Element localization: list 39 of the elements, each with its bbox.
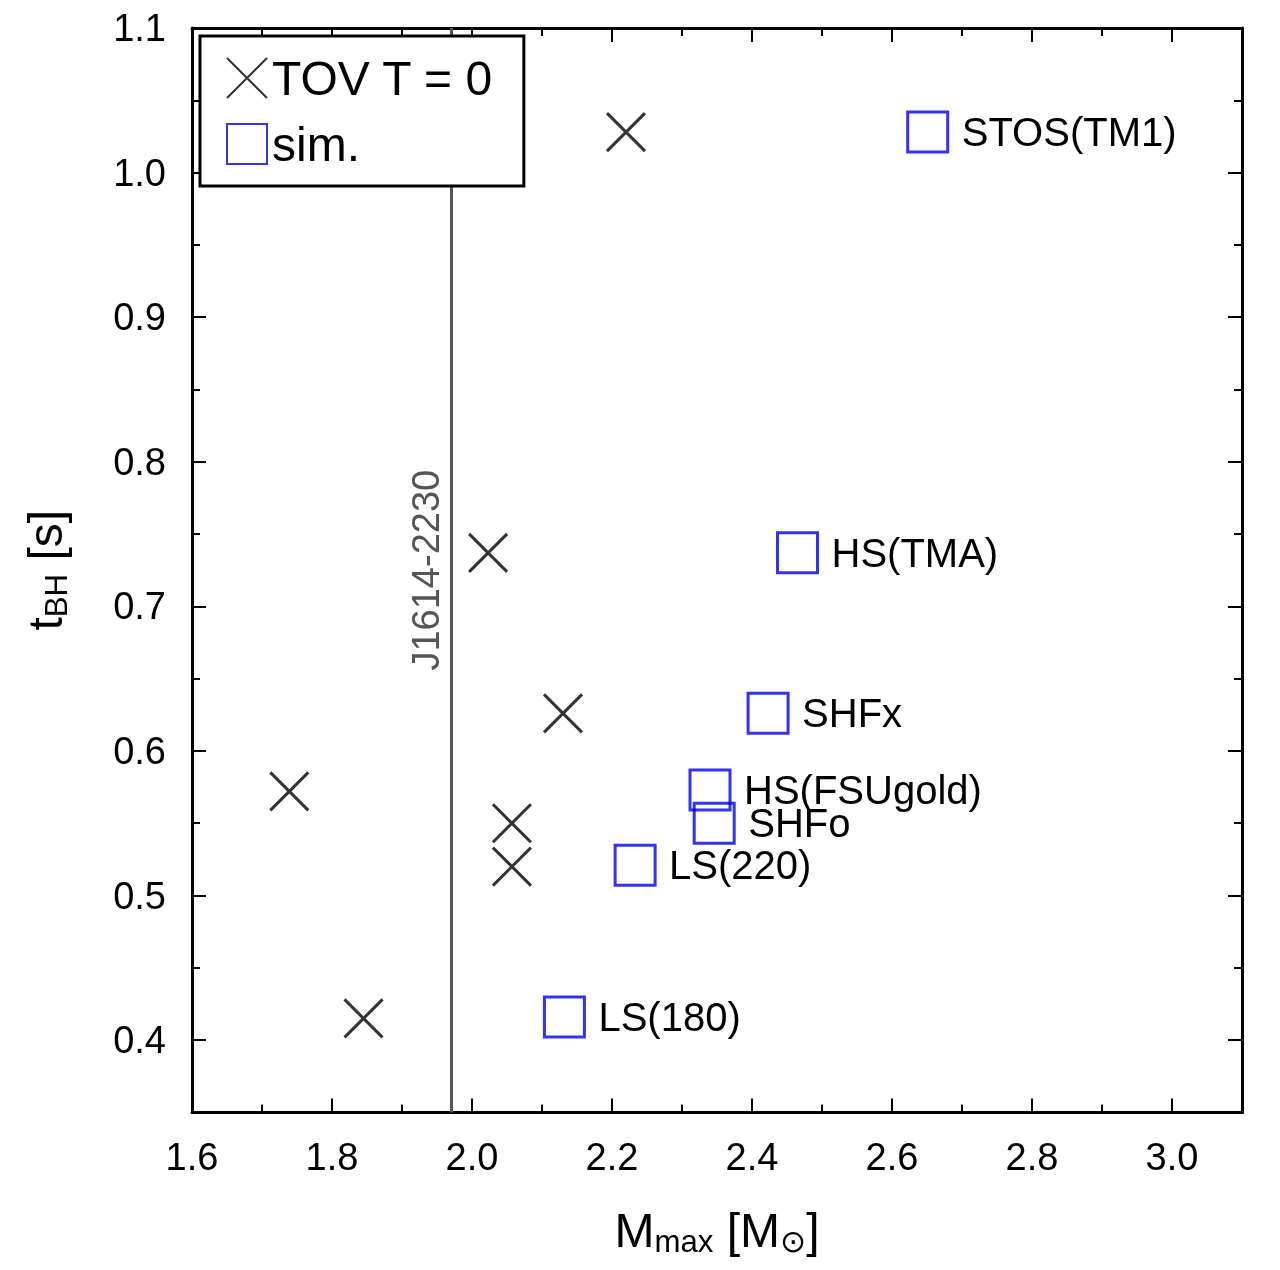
point [906,110,950,154]
annotation: HS(TMA) [831,530,999,575]
x-tick-label: 2.2 [585,1136,639,1179]
point [467,532,509,574]
point [613,843,657,887]
annotation: SHFx [802,691,903,736]
legend-label: TOV T = 0 [272,51,493,105]
y-tick-label: 0.4 [113,1019,166,1062]
x-tick-label: 2.6 [865,1136,919,1179]
y-tick-label: 0.5 [113,874,166,917]
y-tick-label: 0.9 [113,296,166,339]
point [776,531,819,575]
x-tick-label: 2.4 [725,1136,779,1179]
x-tick-label: 1.8 [305,1136,359,1179]
annotation: LS(220) [669,843,812,888]
point [688,768,732,812]
point [542,995,586,1039]
point [542,692,584,734]
ref-line-label: J1614-2230 [405,469,447,671]
x-tick-label: 3.0 [1145,1136,1199,1179]
y-tick-label: 0.7 [113,585,166,628]
y-axis-title: tBH [s] [19,509,74,631]
y-tick-label: 1.0 [113,151,166,194]
point [491,802,533,844]
point [746,691,790,735]
annotation: STOS(TM1) [961,110,1177,155]
point [343,997,384,1039]
y-tick-label: 0.6 [113,729,166,772]
point [268,770,310,812]
x-tick-label: 1.6 [165,1136,219,1179]
point [692,801,736,845]
point [491,846,533,888]
y-tick-label: 1.1 [113,7,166,49]
legend-label: sim. [272,117,360,171]
x-tick-label: 2.0 [445,1136,499,1179]
point [605,111,647,153]
annotation: LS(180) [598,994,741,1039]
x-tick-label: 2.8 [1005,1136,1059,1179]
y-tick-label: 0.8 [113,440,166,483]
